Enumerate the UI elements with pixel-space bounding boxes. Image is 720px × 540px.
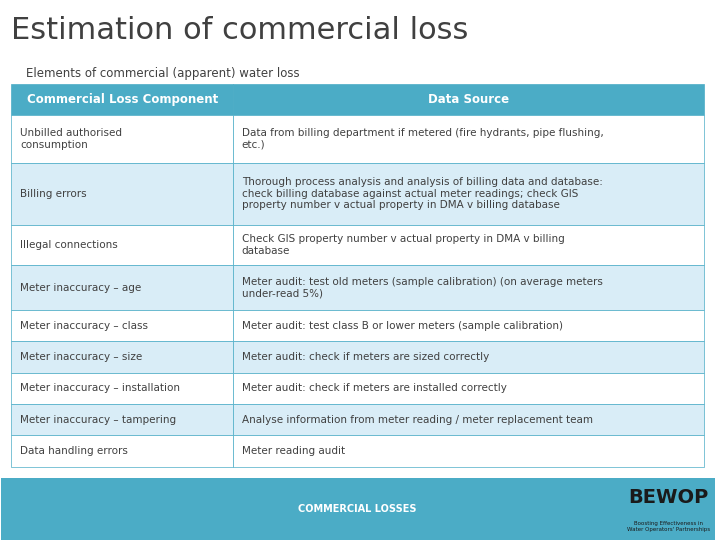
Text: Boosting Effectiveness in
Water Operators' Partnerships: Boosting Effectiveness in Water Operator… [626,521,710,532]
Text: Meter inaccuracy – class: Meter inaccuracy – class [20,321,148,330]
FancyBboxPatch shape [12,163,233,225]
Text: Meter audit: check if meters are sized correctly: Meter audit: check if meters are sized c… [242,352,489,362]
FancyBboxPatch shape [233,373,704,404]
FancyBboxPatch shape [1,478,715,540]
Text: Check GIS property number v actual property in DMA v billing
database: Check GIS property number v actual prope… [242,234,564,255]
FancyBboxPatch shape [12,115,233,163]
Text: Estimation of commercial loss: Estimation of commercial loss [12,16,469,45]
Text: Thorough process analysis and analysis of billing data and database:
check billi: Thorough process analysis and analysis o… [242,177,603,210]
Text: Data handling errors: Data handling errors [20,446,128,456]
FancyBboxPatch shape [233,265,704,310]
Text: Billing errors: Billing errors [20,188,86,199]
Text: Unbilled authorised
consumption: Unbilled authorised consumption [20,128,122,150]
FancyBboxPatch shape [233,163,704,225]
Text: Meter audit: test class B or lower meters (sample calibration): Meter audit: test class B or lower meter… [242,321,562,330]
FancyBboxPatch shape [12,341,233,373]
FancyBboxPatch shape [233,310,704,341]
Text: BEWOP: BEWOP [628,488,708,507]
FancyBboxPatch shape [233,435,704,467]
FancyBboxPatch shape [12,225,233,265]
FancyBboxPatch shape [233,115,704,163]
Text: Meter audit: test old meters (sample calibration) (on average meters
under-read : Meter audit: test old meters (sample cal… [242,276,603,298]
FancyBboxPatch shape [12,84,233,115]
Text: Meter reading audit: Meter reading audit [242,446,345,456]
Text: COMMERCIAL LOSSES: COMMERCIAL LOSSES [298,504,417,514]
FancyBboxPatch shape [12,310,233,341]
FancyBboxPatch shape [233,341,704,373]
Text: Data Source: Data Source [428,93,509,106]
Text: Meter audit: check if meters are installed correctly: Meter audit: check if meters are install… [242,383,506,393]
FancyBboxPatch shape [12,435,233,467]
FancyBboxPatch shape [233,84,704,115]
Text: Meter inaccuracy – tampering: Meter inaccuracy – tampering [20,415,176,424]
Text: Meter inaccuracy – size: Meter inaccuracy – size [20,352,142,362]
FancyBboxPatch shape [12,404,233,435]
Text: Data from billing department if metered (fire hydrants, pipe flushing,
etc.): Data from billing department if metered … [242,128,603,150]
Text: Meter inaccuracy – installation: Meter inaccuracy – installation [20,383,180,393]
Text: Commercial Loss Component: Commercial Loss Component [27,93,218,106]
Text: Illegal connections: Illegal connections [20,240,117,250]
FancyBboxPatch shape [12,373,233,404]
FancyBboxPatch shape [233,225,704,265]
FancyBboxPatch shape [12,265,233,310]
Text: Elements of commercial (apparent) water loss: Elements of commercial (apparent) water … [26,68,300,80]
Text: Analyse information from meter reading / meter replacement team: Analyse information from meter reading /… [242,415,593,424]
FancyBboxPatch shape [233,404,704,435]
Text: Meter inaccuracy – age: Meter inaccuracy – age [20,282,141,293]
